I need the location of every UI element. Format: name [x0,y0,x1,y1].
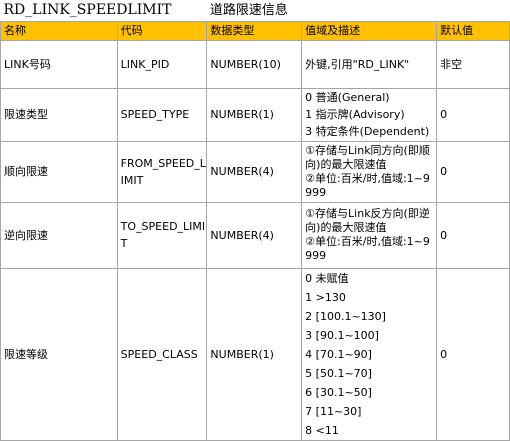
domain-line: 外键,引用"RD_LINK" [305,57,410,71]
cell-type: NUMBER(1) [206,87,303,142]
cell-type: NUMBER(1) [206,267,303,441]
cell-domain: ①存储与Link同方向(即顺向)的最大限速值 ②单位:百米/时,值域:1~999… [301,140,438,203]
cell-domain: 0 普通(General) 1 指示牌(Advisory) 3 特定条件(Dep… [301,87,438,142]
table-name: RD_LINK_SPEEDLIMIT [3,1,172,18]
cell-code: LINK_PID [116,39,208,89]
domain-line: 7 [11~30] [305,404,362,418]
header-default: 默认值 [436,20,510,41]
header-code: 代码 [116,20,208,41]
domain-line: 6 [30.1~50] [305,385,372,399]
domain-line: 8 <11 [305,423,339,437]
cell-name: 逆向限速 [0,201,118,269]
cell-domain: 0 未赋值 1 >130 2 [100.1~130] 3 [90.1~100] … [301,267,438,441]
header-name: 名称 [0,20,118,41]
cell-name: LINK号码 [0,39,118,89]
cell-default: 0 [436,267,510,441]
cell-name: 限速等级 [0,267,118,441]
cell-default: 0 [436,201,510,269]
domain-line: ①存储与Link同方向(即顺向)的最大限速值 [305,143,430,171]
cell-name: 顺向限速 [0,140,118,203]
cell-name: 限速类型 [0,87,118,142]
header-domain: 值域及描述 [301,20,438,41]
cell-type: NUMBER(4) [206,140,303,203]
table-description: 道路限速信息 [209,2,288,18]
table-row: LINK号码 LINK_PID NUMBER(10) 外键,引用"RD_LINK… [0,39,510,89]
table-row: 逆向限速 TO_SPEED_LIMIT NUMBER(4) ①存储与Link反方… [0,201,510,269]
table-row: 顺向限速 FROM_SPEED_LIMIT NUMBER(4) ①存储与Link… [0,140,510,203]
domain-line: 1 指示牌(Advisory) [305,108,405,121]
cell-default: 0 [436,87,510,142]
cell-code: FROM_SPEED_LIMIT [116,140,208,203]
domain-line: 1 >130 [305,290,346,304]
domain-line: 5 [50.1~70] [305,366,372,380]
cell-type: NUMBER(10) [206,39,303,89]
domain-line: ②单位:百米/时,值域:1~9999 [305,235,430,262]
domain-line: 4 [70.1~90] [305,347,372,361]
cell-code: SPEED_CLASS [116,267,208,441]
cell-code: TO_SPEED_LIMIT [116,201,208,269]
cell-domain: 外键,引用"RD_LINK" [301,39,438,89]
cell-default: 0 [436,140,510,203]
table-row: 限速类型 SPEED_TYPE NUMBER(1) 0 普通(General) … [0,87,510,142]
cell-default: 非空 [436,39,510,89]
header-type: 数据类型 [206,20,303,41]
domain-line: 3 [90.1~100] [305,328,379,342]
domain-line: ②单位:百米/时,值域:1~9999 [305,171,430,199]
domain-line: 0 未赋值 [305,271,349,285]
cell-domain: ①存储与Link反方向(即逆向)的最大限速值 ②单位:百米/时,值域:1~999… [301,201,438,269]
cell-type: NUMBER(4) [206,201,303,269]
domain-line: 3 特定条件(Dependent) [305,125,430,138]
domain-line: ①存储与Link反方向(即逆向)的最大限速值 [305,207,430,234]
domain-line: 0 普通(General) [305,91,390,104]
cell-code: SPEED_TYPE [116,87,208,142]
domain-line: 2 [100.1~130] [305,309,386,323]
table-row: 限速等级 SPEED_CLASS NUMBER(1) 0 未赋值 1 >130 … [0,267,510,441]
header-row: 名称 代码 数据类型 值域及描述 默认值 [0,20,510,41]
